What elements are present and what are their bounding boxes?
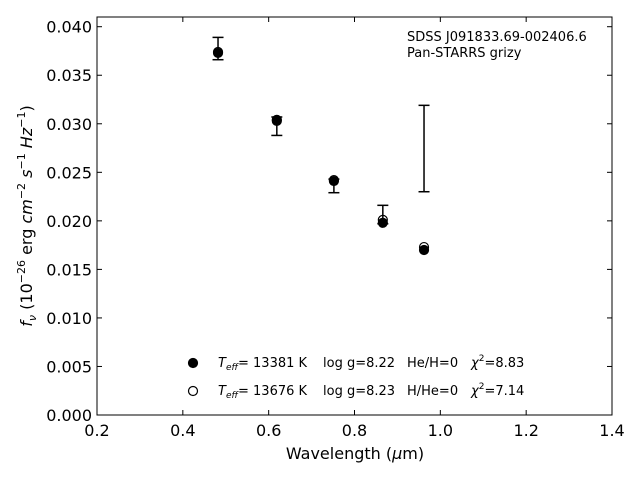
y-axis-label: fν (10−26 erg cm−2 s−1 Hz−1) [15,105,39,326]
x-tick-label: 1.0 [428,421,453,440]
plot-area [96,16,613,416]
errorbar [418,104,430,193]
model-point-open [212,46,224,58]
y-axis-ticks: 0.000 0.005 0.010 0.015 0.020 0.025 0.030 0.035… [46,18,612,425]
y-tick-label: 0.015 [46,260,92,279]
legend-marker-filled [187,357,199,369]
x-tick-label: 0.8 [342,421,367,440]
legend-label-filled: Teff= 13381 K log g=8.22 He/H=0 χ2=8.83 [218,354,524,373]
legend-marker-open [187,385,199,397]
x-tick-label: 1.4 [599,421,624,440]
model-point-open [418,241,430,253]
y-tick-label: 0.010 [46,309,92,328]
y-tick-label: 0.025 [46,163,92,182]
annotation-line-2: Pan-STARRS grizy [407,46,522,61]
y-tick-label: 0.005 [46,357,92,376]
model-point-filled [418,244,430,256]
legend-label-open: Teff= 13676 K log g=8.23 H/He=0 χ2=7.14 [218,382,524,401]
y-tick-label: 0.020 [46,212,92,231]
x-tick-label: 1.2 [513,421,538,440]
annotation-line-1: SDSS J091833.69-002406.6 [407,30,587,45]
y-tick-label: 0.000 [46,406,92,425]
y-tick-label: 0.035 [46,66,92,85]
model-point-filled [377,217,388,228]
model-point-open [271,115,282,126]
x-tick-label: 0.2 [84,421,109,440]
x-axis-label: Wavelength (μm) [286,444,424,463]
y-tick-label: 0.030 [46,115,92,134]
model-point-open [377,214,388,225]
x-axis-ticks: 0.2 0.4 0.6 0.8 1.0 1.2 1.4 [84,17,625,440]
legend: Teff= 13381 K log g=8.22 He/H=0 χ2=8.83 … [187,354,524,401]
x-tick-label: 0.6 [256,421,281,440]
model-point-open [328,174,339,186]
model-flux-points [212,46,430,256]
x-tick-label: 0.4 [170,421,195,440]
annotation: SDSS J091833.69-002406.6 Pan-STARRS griz… [407,30,587,61]
y-tick-label: 0.040 [46,18,92,37]
